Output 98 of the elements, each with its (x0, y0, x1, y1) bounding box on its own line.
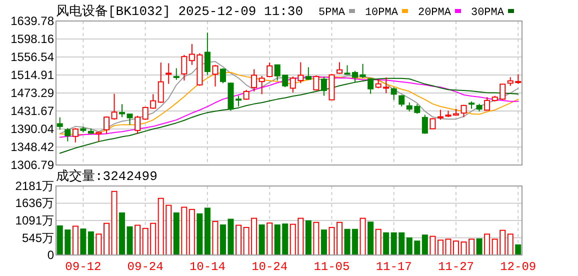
bar (507, 234, 514, 256)
bar (188, 208, 195, 256)
candlestick (266, 62, 273, 78)
bar (212, 220, 218, 256)
x-tick-label: 11-27 (438, 260, 474, 274)
bar (88, 231, 94, 256)
y-tick-label: 1639.78 (10, 14, 54, 28)
candlestick (251, 68, 258, 92)
candlestick (119, 104, 126, 118)
y-tick-label: 2181万 (15, 179, 54, 193)
candlestick (430, 118, 436, 130)
y-tick-label: 1390.04 (10, 122, 54, 136)
y-tick-label: 1091万 (15, 213, 54, 228)
candlestick (390, 86, 397, 100)
candlestick (212, 64, 218, 88)
y-tick-label: 0 (47, 248, 54, 262)
candlestick (134, 115, 141, 134)
candlestick (158, 62, 164, 104)
legend-label: 10PMA (364, 7, 398, 19)
candlestick (243, 89, 250, 100)
x-tick-label: 09-12 (65, 260, 102, 274)
candlestick (204, 32, 210, 76)
candlestick (398, 94, 405, 107)
bar (134, 224, 141, 256)
x-tick-label: 12-09 (500, 260, 536, 274)
bar (320, 230, 327, 256)
y-tick-label: 545万 (22, 230, 54, 245)
y-tick-label: 1306.79 (10, 158, 54, 172)
bar (313, 222, 320, 256)
chart-title: 成交量:3242499 (56, 168, 158, 184)
bar (360, 218, 366, 256)
candlestick (72, 128, 78, 143)
candlestick (126, 113, 133, 126)
candlestick (181, 54, 188, 82)
candlestick (460, 104, 467, 118)
chart-title: 风电设备[BK1032] 2025-12-09 11:30 (56, 4, 304, 19)
bar (328, 226, 335, 256)
bar (119, 212, 126, 256)
x-tick-label: 11-17 (376, 260, 412, 274)
x-tick-label: 10-14 (189, 260, 226, 274)
bar (452, 240, 459, 256)
bar (422, 234, 428, 256)
legend-label: 5PMA (318, 7, 346, 19)
line-series (59, 78, 519, 154)
bar (236, 224, 242, 256)
candlestick (96, 131, 102, 142)
y-tick-label: 1348.42 (10, 140, 54, 154)
candlestick (258, 75, 265, 95)
bar (266, 222, 273, 256)
candlestick (56, 116, 63, 130)
x-tick-label: 10-24 (252, 260, 288, 274)
candlestick (313, 75, 320, 91)
bar (383, 232, 390, 256)
candlestick (173, 68, 180, 80)
y-tick-label: 1431.67 (10, 104, 54, 118)
candlestick (368, 78, 374, 94)
bar (196, 213, 203, 256)
candlestick (166, 62, 172, 84)
candlestick (320, 76, 327, 96)
bar (258, 224, 265, 256)
bar (368, 222, 374, 256)
y-tick-label: 1556.54 (10, 50, 54, 64)
bar (375, 228, 382, 256)
bar (173, 212, 180, 256)
candlestick (484, 96, 490, 111)
y-tick-label: 1514.91 (10, 68, 54, 82)
x-tick-label: 11-05 (314, 260, 350, 274)
bar (305, 220, 312, 256)
candlestick (360, 63, 366, 79)
y-tick-label: 1598.16 (10, 32, 54, 46)
bar (484, 234, 490, 256)
bar (476, 238, 482, 256)
candlestick (64, 128, 71, 142)
candlestick (103, 116, 110, 134)
bar (181, 206, 188, 256)
bar (72, 226, 78, 256)
bar (220, 224, 226, 256)
x-tick-label: 09-24 (127, 260, 164, 274)
bar (126, 226, 133, 256)
bar (111, 190, 118, 256)
candlestick (305, 66, 312, 80)
candlestick (422, 114, 428, 134)
candlestick (336, 62, 342, 74)
candlestick (220, 68, 226, 84)
candlestick (437, 109, 444, 120)
bar (96, 234, 102, 256)
bar (103, 222, 110, 256)
y-tick-label: 1636万 (15, 196, 54, 210)
legend-label: 30PMA (470, 7, 504, 19)
bar (430, 236, 436, 256)
y-tick-label: 1473.29 (10, 86, 54, 100)
bar (228, 218, 234, 256)
bar (515, 244, 522, 256)
legend-label: 20PMA (418, 7, 452, 19)
candlestick (111, 93, 118, 120)
bar (336, 222, 342, 256)
bar (80, 228, 86, 256)
bar (204, 208, 210, 256)
